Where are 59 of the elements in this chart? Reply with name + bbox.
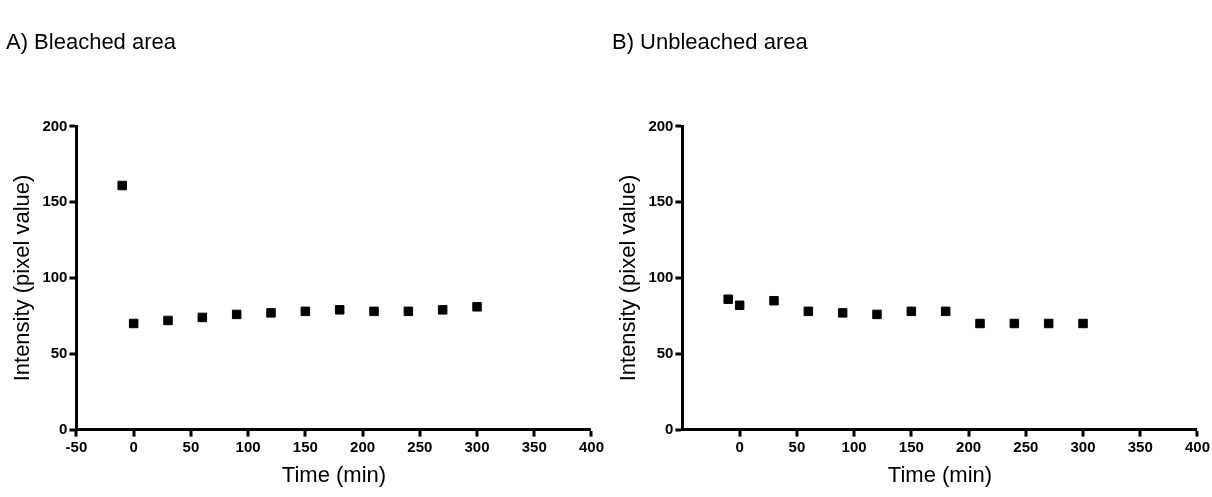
point bbox=[872, 309, 882, 320]
point bbox=[334, 305, 345, 315]
point bbox=[837, 308, 848, 318]
point bbox=[197, 312, 208, 323]
point bbox=[472, 302, 482, 312]
x-tick-label: 400 bbox=[1184, 437, 1210, 455]
y-axis-title: Intensity (pixel value) bbox=[615, 174, 641, 382]
x-tick-label: 200 bbox=[956, 437, 982, 455]
x-tick-label: -50 bbox=[65, 437, 88, 455]
y-tick-label: 150 bbox=[648, 192, 674, 210]
x-tick-label: 100 bbox=[235, 437, 261, 455]
x-tick-label: 100 bbox=[841, 437, 867, 455]
x-tick-label: 0 bbox=[129, 437, 138, 455]
chart-title: A) Bleached area bbox=[6, 29, 177, 55]
point bbox=[437, 305, 448, 315]
point bbox=[940, 306, 951, 317]
x-tick-label: 200 bbox=[350, 437, 376, 455]
chart-title: B) Unbleached area bbox=[612, 29, 809, 55]
y-tick-label: 200 bbox=[42, 116, 68, 134]
y-tick-label: 100 bbox=[648, 268, 674, 286]
x-tick-label: 50 bbox=[182, 437, 200, 455]
y-tick-label: 50 bbox=[50, 343, 68, 361]
y-tick-label: 0 bbox=[665, 419, 674, 437]
x-axis-title: Time (min) bbox=[281, 461, 387, 487]
point bbox=[403, 306, 414, 317]
x-tick-label: 250 bbox=[1013, 437, 1039, 455]
x-tick-label: 150 bbox=[292, 437, 318, 455]
x-tick-label: 300 bbox=[464, 437, 490, 455]
x-tick-label: 50 bbox=[788, 437, 806, 455]
point bbox=[266, 308, 276, 318]
point bbox=[975, 318, 985, 329]
point bbox=[300, 306, 311, 317]
y-tick-label: 200 bbox=[648, 116, 674, 134]
y-tick-label: 0 bbox=[59, 419, 68, 437]
x-tick-label: 350 bbox=[521, 437, 547, 455]
x-tick-label: 300 bbox=[1070, 437, 1096, 455]
x-tick-label: 400 bbox=[578, 437, 604, 455]
point bbox=[1009, 318, 1020, 329]
point bbox=[231, 309, 242, 320]
x-tick-label: 250 bbox=[407, 437, 433, 455]
point bbox=[906, 306, 917, 317]
x-tick-label: 150 bbox=[898, 437, 924, 455]
y-axis-title: Intensity (pixel value) bbox=[9, 174, 35, 382]
point bbox=[128, 318, 139, 329]
point bbox=[734, 300, 745, 311]
point bbox=[117, 180, 127, 191]
point bbox=[163, 315, 173, 326]
x-axis-title: Time (min) bbox=[887, 461, 993, 487]
y-tick-label: 50 bbox=[656, 343, 674, 361]
x-tick-label: 0 bbox=[735, 437, 744, 455]
point bbox=[803, 306, 814, 317]
point bbox=[769, 296, 779, 306]
point bbox=[1078, 318, 1088, 329]
point bbox=[723, 294, 733, 304]
x-tick-label: 350 bbox=[1127, 437, 1153, 455]
point bbox=[369, 306, 379, 317]
y-tick-label: 150 bbox=[42, 192, 68, 210]
y-tick-label: 100 bbox=[42, 268, 68, 286]
point bbox=[1043, 318, 1054, 329]
